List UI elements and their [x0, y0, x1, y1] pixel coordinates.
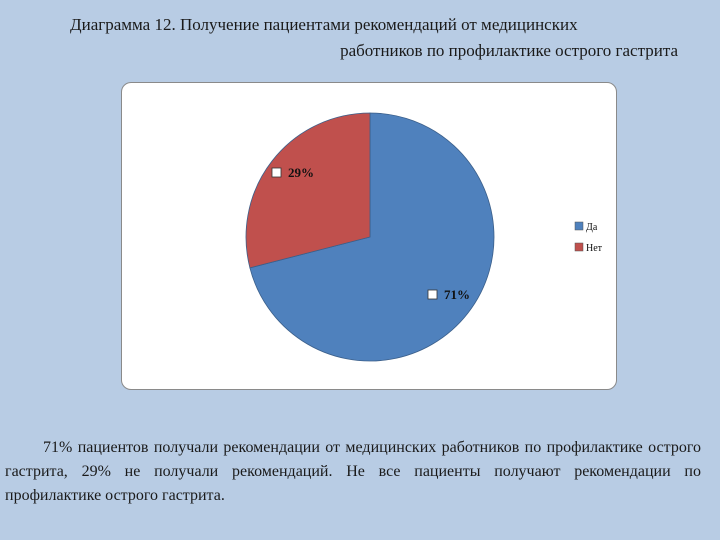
chart-title: Диаграмма 12. Получение пациентами реком…: [60, 12, 690, 64]
legend-label-1: Да: [586, 222, 598, 233]
pie-slice-2: [245, 112, 371, 269]
data-label-marker-2: [271, 167, 282, 178]
chart-area: 71% 29% Да Нет: [121, 82, 617, 390]
chart-title-line1: Диаграмма 12. Получение пациентами реком…: [70, 15, 578, 34]
data-label-marker-1: [427, 289, 438, 300]
legend-label-2: Нет: [586, 243, 603, 254]
data-label-1: 71%: [444, 287, 470, 302]
legend-swatch-2: [574, 242, 584, 252]
chart-caption: 71% пациентов получали рекомендации от м…: [5, 439, 701, 504]
legend-swatch-1: [574, 221, 584, 231]
chart-title-line2: работников по профилактике острого гастр…: [340, 41, 678, 60]
pie-chart: 71% 29% Да Нет: [245, 112, 603, 362]
data-label-2: 29%: [288, 165, 314, 180]
